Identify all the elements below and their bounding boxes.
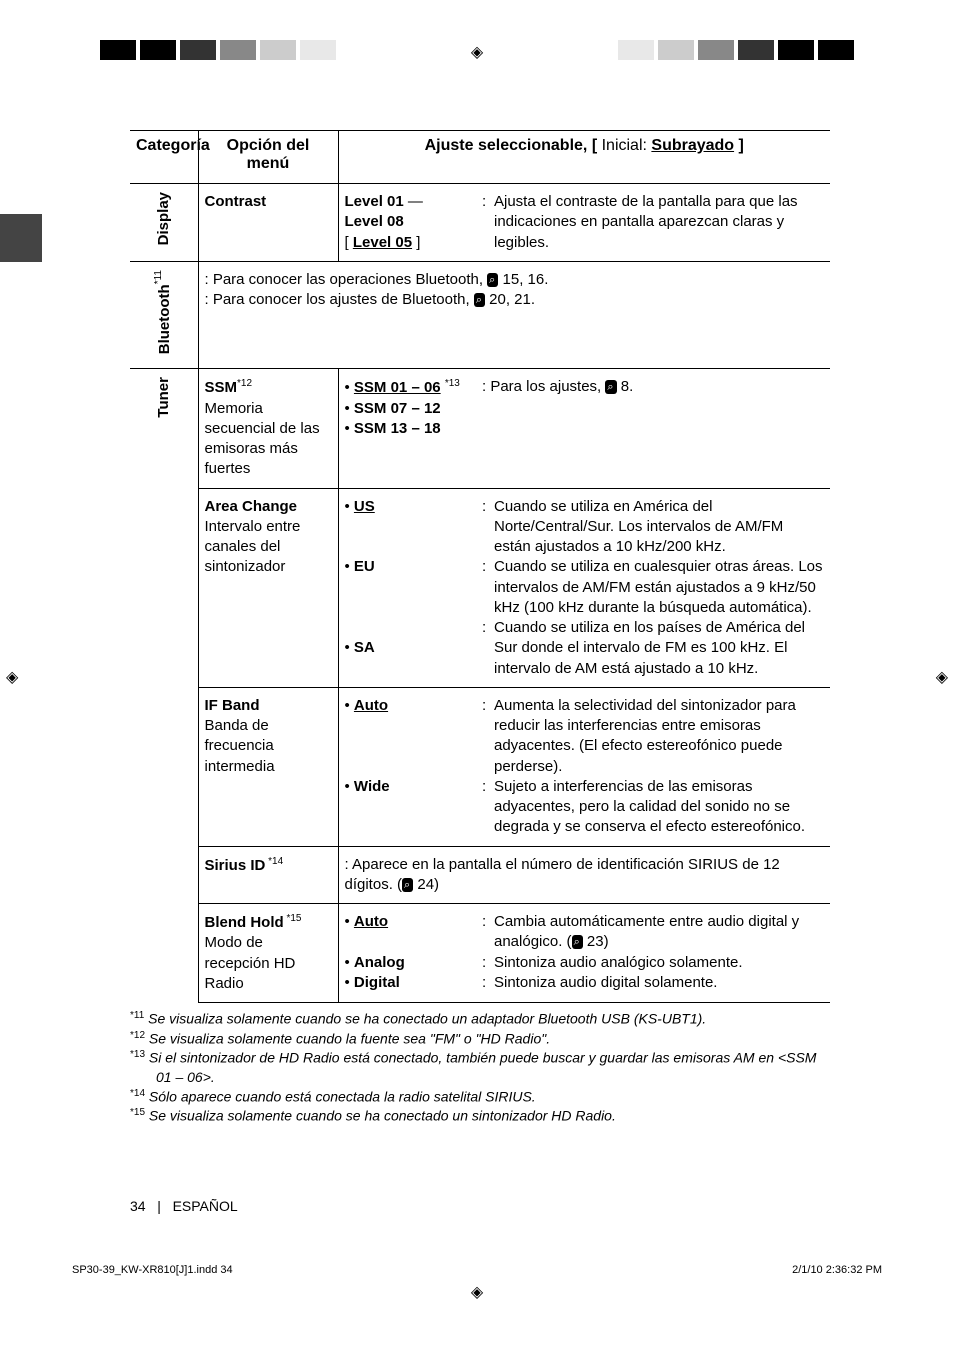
header-category: Categoría bbox=[130, 131, 198, 184]
page-ref-icon: ⌕ bbox=[487, 273, 498, 287]
settings-table: Categoría Opción del menú Ajuste selecci… bbox=[130, 130, 830, 1003]
row-blend-hold: Blend Hold *15 Modo de recepción HD Radi… bbox=[130, 904, 830, 1003]
row-area-change: Area Change Intervalo entre canales del … bbox=[130, 488, 830, 687]
row-bluetooth: Bluetooth*11 : Para conocer las operacio… bbox=[130, 261, 830, 369]
page-ref-icon: ⌕ bbox=[572, 935, 583, 949]
footnote-11: *11 Se visualiza solamente cuando se ha … bbox=[130, 1009, 830, 1029]
registration-target-right: ◈ bbox=[936, 667, 948, 687]
opt-ssm: SSM*12 Memoria secuencial de las emisora… bbox=[198, 369, 338, 488]
calibration-blocks-left bbox=[100, 40, 336, 60]
opt-if-band: IF Band Banda de frecuencia intermedia bbox=[198, 687, 338, 846]
cat-tuner: Tuner bbox=[130, 369, 198, 1003]
imprint-line: SP30-39_KW-XR810[J]1.indd 34 2/1/10 2:36… bbox=[72, 1264, 882, 1276]
desc-contrast: :Ajusta el contraste de la pantalla para… bbox=[476, 184, 830, 262]
desc-area-change: :Cuando se utiliza en América del Norte/… bbox=[476, 488, 830, 687]
header-option: Opción del menú bbox=[198, 131, 338, 184]
cat-display: Display bbox=[130, 184, 198, 262]
desc-ssm: : Para los ajustes, ⌕ 8. bbox=[476, 369, 830, 488]
registration-target-bottom: ◈ bbox=[471, 1282, 483, 1302]
row-contrast: Display Contrast Level 01 — Level 08 [ L… bbox=[130, 184, 830, 262]
registration-target-top: ◈ bbox=[471, 42, 483, 62]
footnote-13: *13 Si el sintonizador de HD Radio está … bbox=[130, 1048, 830, 1086]
page-ref-icon: ⌕ bbox=[605, 380, 616, 394]
val-ssm: • SSM 01 – 06 *13 • SSM 07 – 12 • SSM 13… bbox=[338, 369, 476, 488]
page-ref-icon: ⌕ bbox=[474, 293, 485, 307]
val-blend-hold: • Auto • Analog • Digital bbox=[338, 904, 476, 1003]
row-if-band: IF Band Banda de frecuencia intermedia •… bbox=[130, 687, 830, 846]
imprint-file: SP30-39_KW-XR810[J]1.indd 34 bbox=[72, 1264, 233, 1276]
desc-sirius-id: : Aparece en la pantalla el número de id… bbox=[338, 846, 830, 904]
row-ssm: Tuner SSM*12 Memoria secuencial de las e… bbox=[130, 369, 830, 488]
opt-area-change: Area Change Intervalo entre canales del … bbox=[198, 488, 338, 687]
page-number: 34 bbox=[130, 1198, 146, 1214]
cat-bluetooth: Bluetooth*11 bbox=[130, 261, 198, 369]
footnote-14: *14 Sólo aparece cuando está conectada l… bbox=[130, 1087, 830, 1107]
opt-blend-hold: Blend Hold *15 Modo de recepción HD Radi… bbox=[198, 904, 338, 1003]
calibration-blocks-right bbox=[618, 40, 854, 60]
page-footer: 34 | ESPAÑOL bbox=[130, 1198, 238, 1214]
header-setting: Ajuste seleccionable, [ Inicial: Subraya… bbox=[338, 131, 830, 184]
val-area-change: • US • EU • SA bbox=[338, 488, 476, 687]
desc-if-band: :Aumenta la selectividad del sintonizado… bbox=[476, 687, 830, 846]
opt-contrast: Contrast bbox=[198, 184, 338, 262]
page-content: Categoría Opción del menú Ajuste selecci… bbox=[130, 130, 830, 1126]
table-header-row: Categoría Opción del menú Ajuste selecci… bbox=[130, 131, 830, 184]
footnote-12: *12 Se visualiza solamente cuando la fue… bbox=[130, 1029, 830, 1049]
footnotes: *11 Se visualiza solamente cuando se ha … bbox=[130, 1003, 830, 1126]
bluetooth-cell: : Para conocer las operaciones Bluetooth… bbox=[198, 261, 830, 369]
opt-sirius-id: Sirius ID *14 bbox=[198, 846, 338, 904]
desc-blend-hold: :Cambia automáticamente entre audio digi… bbox=[476, 904, 830, 1003]
page-ref-icon: ⌕ bbox=[402, 878, 413, 892]
side-thumb-tab bbox=[0, 214, 42, 262]
val-contrast: Level 01 — Level 08 [ Level 05 ] bbox=[338, 184, 476, 262]
val-if-band: • Auto • Wide bbox=[338, 687, 476, 846]
row-sirius-id: Sirius ID *14 : Aparece en la pantalla e… bbox=[130, 846, 830, 904]
registration-target-left: ◈ bbox=[6, 667, 18, 687]
imprint-date: 2/1/10 2:36:32 PM bbox=[792, 1264, 882, 1276]
footnote-15: *15 Se visualiza solamente cuando se ha … bbox=[130, 1106, 830, 1126]
page-language: ESPAÑOL bbox=[173, 1198, 238, 1214]
